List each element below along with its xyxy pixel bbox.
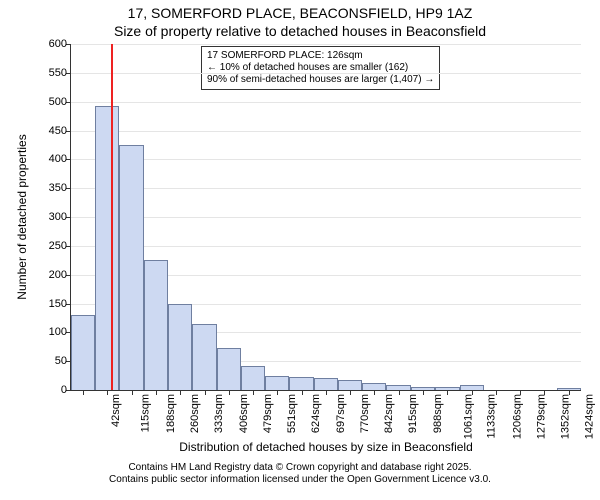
x-tick-label: 1352sqm <box>560 394 572 439</box>
x-tick-mark <box>496 390 497 395</box>
x-tick-mark <box>350 390 351 395</box>
x-axis-label: Distribution of detached houses by size … <box>179 440 473 454</box>
x-tick-mark <box>447 390 448 395</box>
grid-line <box>71 131 581 132</box>
grid-line <box>71 73 581 74</box>
x-tick-label: 42sqm <box>110 394 122 427</box>
y-tick-label: 150 <box>49 298 71 310</box>
x-tick-mark <box>156 390 157 395</box>
chart-container: 17, SOMERFORD PLACE, BEACONSFIELD, HP9 1… <box>0 0 600 500</box>
x-tick-label: 988sqm <box>432 394 444 433</box>
x-tick-mark <box>544 390 545 395</box>
y-tick-label: 600 <box>49 38 71 50</box>
marker-line <box>111 44 113 390</box>
x-tick-mark <box>180 390 181 395</box>
y-tick-label: 350 <box>49 182 71 194</box>
x-tick-label: 260sqm <box>189 394 201 433</box>
x-tick-mark <box>326 390 327 395</box>
x-tick-mark <box>569 390 570 395</box>
histogram-bar <box>71 315 95 390</box>
x-tick-label: 842sqm <box>383 394 395 433</box>
histogram-bar <box>168 304 192 391</box>
histogram-bar <box>362 383 386 390</box>
y-tick-label: 500 <box>49 96 71 108</box>
plot-area: Number of detached properties Distributi… <box>70 44 581 391</box>
x-tick-mark <box>107 390 108 395</box>
footer-line-2: Contains public sector information licen… <box>109 474 491 485</box>
x-tick-label: 333sqm <box>213 394 225 433</box>
histogram-bar <box>314 378 338 390</box>
grid-line <box>71 159 581 160</box>
y-tick-label: 200 <box>49 269 71 281</box>
x-tick-label: 1206sqm <box>511 394 523 439</box>
x-tick-label: 1424sqm <box>584 394 596 439</box>
title-block: 17, SOMERFORD PLACE, BEACONSFIELD, HP9 1… <box>0 4 600 40</box>
histogram-bar <box>265 376 289 390</box>
y-tick-label: 0 <box>61 384 71 396</box>
x-tick-mark <box>253 390 254 395</box>
histogram-bar <box>119 145 143 390</box>
x-tick-mark <box>277 390 278 395</box>
histogram-bar <box>217 348 241 390</box>
x-tick-mark <box>229 390 230 395</box>
x-tick-label: 697sqm <box>335 394 347 433</box>
annotation-line-1: 17 SOMERFORD PLACE: 126sqm <box>207 50 434 62</box>
x-tick-label: 624sqm <box>310 394 322 433</box>
x-tick-mark <box>302 390 303 395</box>
title-line-1: 17, SOMERFORD PLACE, BEACONSFIELD, HP9 1… <box>0 4 600 22</box>
grid-line <box>71 217 581 218</box>
x-tick-mark <box>374 390 375 395</box>
x-tick-label: 1133sqm <box>486 394 498 438</box>
histogram-bar <box>95 106 119 390</box>
x-tick-mark <box>399 390 400 395</box>
annotation-line-3: 90% of semi-detached houses are larger (… <box>207 74 434 86</box>
grid-line <box>71 246 581 247</box>
histogram-bar <box>144 260 168 390</box>
x-tick-label: 1061sqm <box>462 394 474 439</box>
title-line-2: Size of property relative to detached ho… <box>0 22 600 40</box>
histogram-bar <box>192 324 216 390</box>
x-tick-label: 770sqm <box>359 394 371 433</box>
x-tick-label: 479sqm <box>262 394 274 433</box>
x-tick-label: 188sqm <box>165 394 177 433</box>
x-tick-mark <box>132 390 133 395</box>
x-tick-label: 1279sqm <box>535 394 547 439</box>
x-tick-mark <box>520 390 521 395</box>
x-tick-label: 915sqm <box>408 394 420 433</box>
y-tick-label: 50 <box>55 355 71 367</box>
histogram-bar <box>241 366 265 390</box>
y-tick-label: 400 <box>49 153 71 165</box>
annotation-box: 17 SOMERFORD PLACE: 126sqm ← 10% of deta… <box>201 46 440 90</box>
y-tick-label: 100 <box>49 326 71 338</box>
footer-line-1: Contains HM Land Registry data © Crown c… <box>128 462 471 473</box>
y-tick-label: 450 <box>49 125 71 137</box>
grid-line <box>71 102 581 103</box>
x-tick-label: 406sqm <box>238 394 250 433</box>
x-tick-mark <box>205 390 206 395</box>
histogram-bar <box>338 380 362 390</box>
grid-line <box>71 44 581 45</box>
x-tick-label: 115sqm <box>140 394 152 432</box>
x-tick-mark <box>83 390 84 395</box>
y-tick-label: 550 <box>49 67 71 79</box>
y-tick-label: 300 <box>49 211 71 223</box>
x-tick-label: 551sqm <box>286 394 298 433</box>
y-tick-label: 250 <box>49 240 71 252</box>
y-axis-label: Number of detached properties <box>15 134 29 299</box>
histogram-bar <box>289 377 313 390</box>
grid-line <box>71 188 581 189</box>
x-tick-mark <box>472 390 473 395</box>
x-tick-mark <box>423 390 424 395</box>
